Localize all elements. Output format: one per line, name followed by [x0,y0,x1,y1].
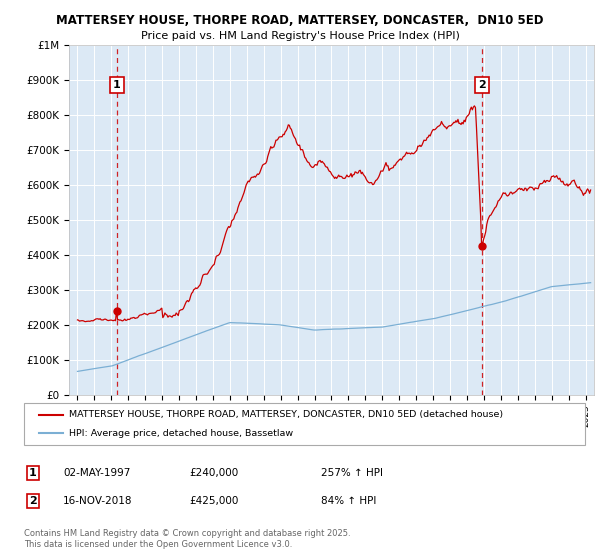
Text: MATTERSEY HOUSE, THORPE ROAD, MATTERSEY, DONCASTER,  DN10 5ED: MATTERSEY HOUSE, THORPE ROAD, MATTERSEY,… [56,14,544,27]
Text: MATTERSEY HOUSE, THORPE ROAD, MATTERSEY, DONCASTER, DN10 5ED (detached house): MATTERSEY HOUSE, THORPE ROAD, MATTERSEY,… [69,410,503,419]
Text: £240,000: £240,000 [189,468,238,478]
Text: Price paid vs. HM Land Registry's House Price Index (HPI): Price paid vs. HM Land Registry's House … [140,31,460,41]
Text: 02-MAY-1997: 02-MAY-1997 [63,468,130,478]
Text: Contains HM Land Registry data © Crown copyright and database right 2025.
This d: Contains HM Land Registry data © Crown c… [24,529,350,549]
Text: 1: 1 [113,80,121,90]
Text: 2: 2 [478,80,486,90]
Text: 257% ↑ HPI: 257% ↑ HPI [321,468,383,478]
Text: 16-NOV-2018: 16-NOV-2018 [63,496,133,506]
Text: 84% ↑ HPI: 84% ↑ HPI [321,496,376,506]
Text: 2: 2 [29,496,37,506]
Text: £425,000: £425,000 [189,496,238,506]
Text: 1: 1 [29,468,37,478]
Text: HPI: Average price, detached house, Bassetlaw: HPI: Average price, detached house, Bass… [69,429,293,438]
